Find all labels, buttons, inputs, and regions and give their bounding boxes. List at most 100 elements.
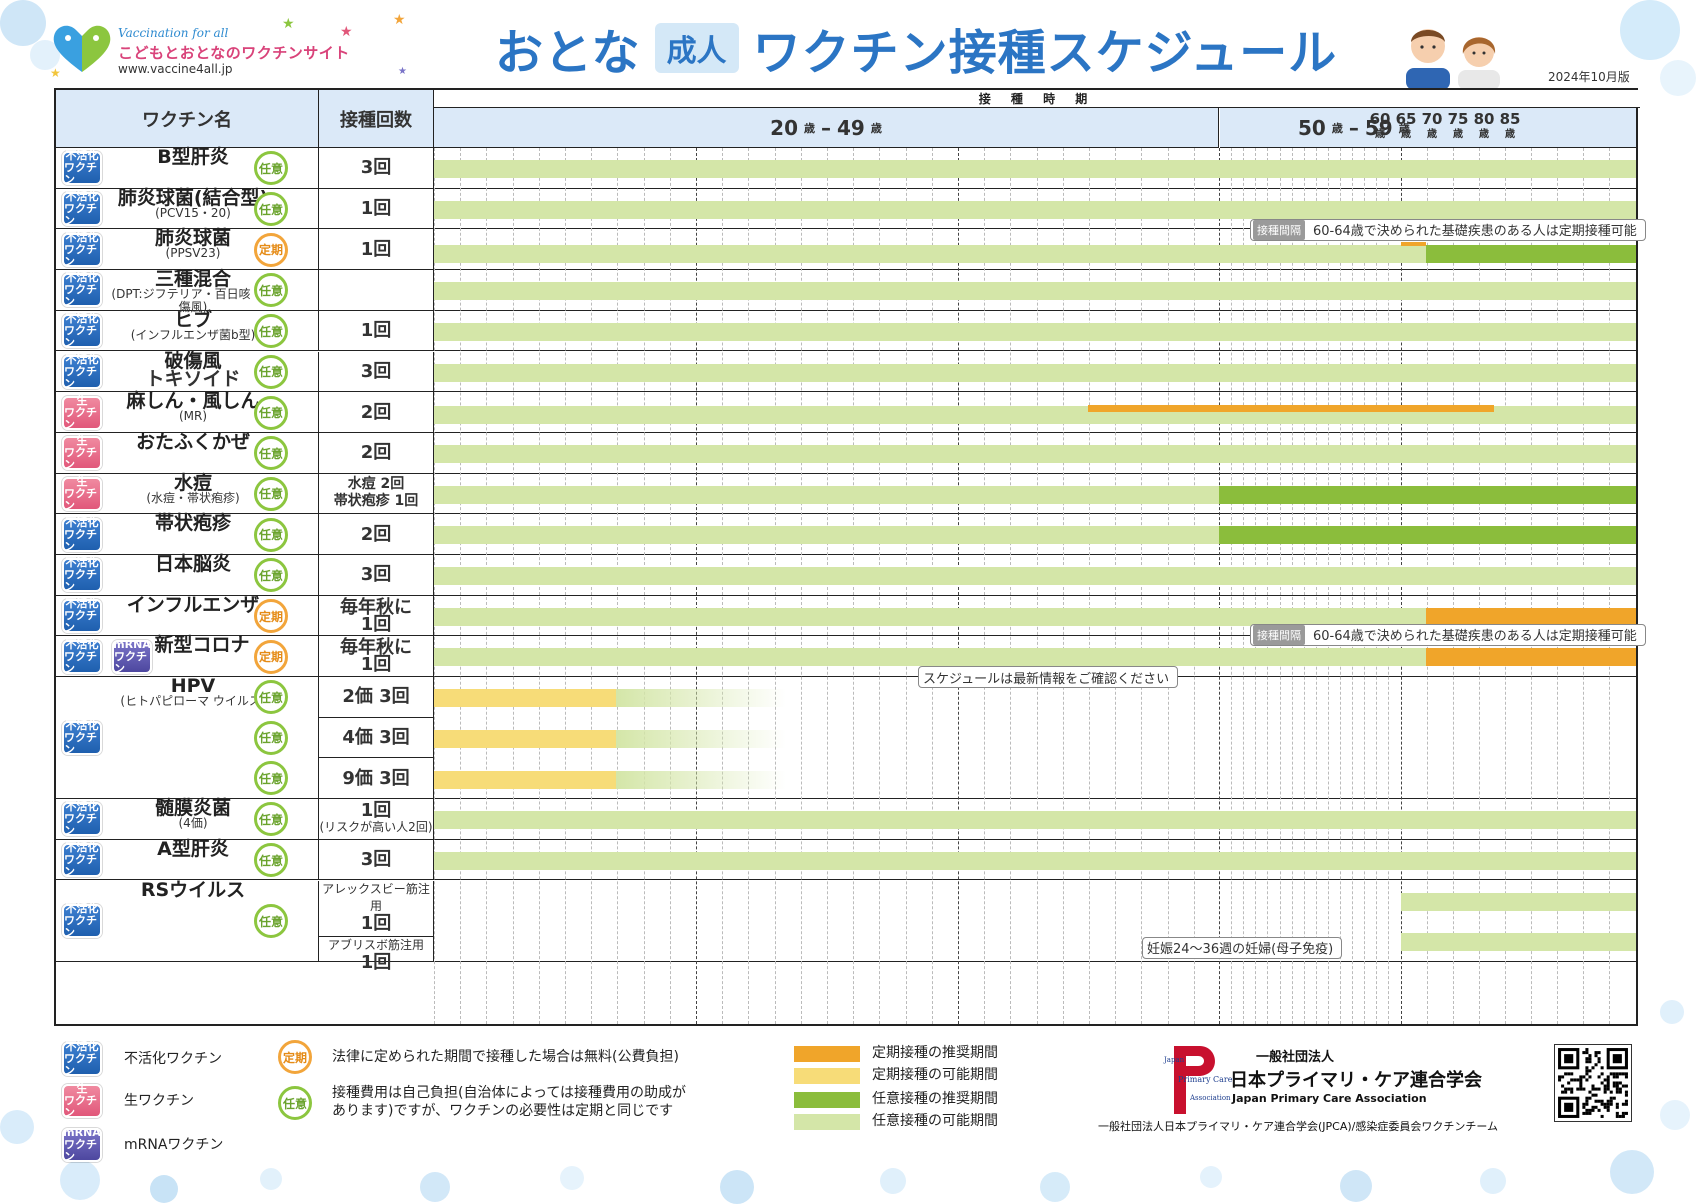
vaccine-name-cell: 不活化 ワクチン 破傷風 トキソイド 任意	[56, 349, 319, 392]
dose-count-text: 1回	[360, 320, 392, 342]
bubble-decoration	[260, 1168, 282, 1190]
optional-circle-icon: 任意	[254, 720, 288, 755]
callout-text: 60-64歳で決められた基礎疾患のある人は定期接種可能	[1313, 224, 1637, 240]
grid-line	[460, 148, 462, 1024]
live-badge-icon: 生ワクチン	[62, 394, 102, 430]
schedule-bar-optional-recommended	[1219, 526, 1636, 545]
schedule-bar-optional-possible	[434, 282, 1636, 301]
inactivated-badge-icon: 不活化 ワクチン	[62, 557, 102, 593]
vaccine-name-text: 水痘	[173, 471, 212, 494]
vaccine-name-cell: 不活化 ワクチン 肺炎球菌(結合型) (PCV15・20) 任意	[56, 186, 319, 229]
schedule-bar-optional-possible	[434, 363, 1636, 382]
grid-line	[486, 148, 488, 1024]
inactivated-badge-icon: 不活化 ワクチン	[62, 801, 102, 837]
dose-count-text: 2価 3回	[318, 677, 434, 718]
grid-line	[1141, 148, 1143, 1024]
age-tick-label: 80 歳	[1473, 110, 1495, 141]
grid-line	[774, 148, 776, 1024]
schedule-bar-optional-possible	[1401, 892, 1636, 911]
vaccine-name-sub: トキソイド	[145, 367, 241, 390]
dose-count-text: 4価 3回	[318, 718, 434, 759]
grid-line	[853, 148, 855, 1024]
grid-line	[1583, 148, 1584, 1024]
dose-count-text: 2回	[360, 523, 392, 545]
vaccine-name-text: 麻しん・風しん	[126, 390, 260, 413]
bubble-decoration	[0, 1110, 34, 1144]
vaccine-name-cell: 不活化 ワクチン mRNA ワクチン 新型コロナ 定期	[56, 636, 319, 677]
vaccine-name: 破傷風 トキソイド	[108, 349, 278, 390]
vaccine-row: 不活化 ワクチン 三種混合 (DPT:ジフテリア・百日咳・破傷風) 任意	[56, 270, 1636, 314]
bubble-decoration	[1660, 1000, 1684, 1024]
vaccine-name-cell: 不活化 ワクチン 日本脳炎 任意	[56, 555, 319, 595]
dose-count-cell: 3回	[319, 555, 434, 595]
dose-count-text: 2回	[360, 442, 392, 464]
vaccine-name: 麻しん・風しん (MR)	[108, 392, 278, 423]
schedule-bar-routine-recommended	[1088, 405, 1494, 413]
callout-tag: 接種間隔	[1253, 624, 1305, 645]
optional-circle-icon: 任意	[254, 904, 288, 938]
grid-line	[1340, 148, 1341, 1024]
dose-count-text: 3回	[360, 849, 392, 871]
vaccine-name-text: 破傷風	[164, 349, 222, 372]
vaccine-row: 不活化 ワクチン B型肝炎 任意 3回	[56, 148, 1636, 189]
dose-count-text: 毎年秋に	[340, 637, 412, 659]
bubble-decoration	[60, 1160, 100, 1200]
grid-line	[1388, 148, 1390, 1024]
vaccine-name-text: ヒブ	[173, 308, 212, 331]
optional-circle-icon: 任意	[254, 192, 288, 227]
schedule-bar-optional-possible	[434, 811, 1636, 830]
vaccine-name-sub: (インフルエンザ菌b型)	[130, 327, 256, 342]
optional-circle-icon: 任意	[254, 354, 288, 389]
bubble-decoration	[1480, 1168, 1506, 1194]
dose-count-text: 水痘 2回	[347, 476, 405, 493]
vaccine-name: 日本脳炎	[108, 555, 278, 574]
bubble-decoration	[880, 1168, 906, 1194]
vaccine-name-cell: 不活化 ワクチン ヒブ (インフルエンザ菌b型) 任意	[56, 308, 319, 351]
vaccine-row: 生ワクチン 水痘 (水痘・帯状疱疹) 任意 水痘 2回 帯状疱疹 1回	[56, 471, 1636, 515]
svg-text:Japan: Japan	[1163, 1056, 1185, 1064]
vaccine-row: 生ワクチン 麻しん・風しん (MR) 任意 2回	[56, 392, 1636, 433]
star-icon: ★	[398, 66, 407, 77]
callout-tag: 接種間隔	[1253, 219, 1305, 240]
adults-illustration-icon	[1406, 29, 1500, 90]
dose-count-text: アブリスボ筋注用	[327, 937, 424, 952]
vaccine-row: 不活化 ワクチン HPV (ヒトパピローマ ウイルス) 任意 任意 任意 2価 3回 4価 3回…	[56, 677, 1636, 800]
grid-line	[931, 148, 933, 1024]
optional-circle-icon: 任意	[254, 802, 288, 837]
schedule-bar-optional-possible	[434, 322, 1636, 341]
dose-count-cell: 2価 3回 4価 3回 9価 3回	[318, 677, 434, 799]
vaccine-name-cell: 生ワクチン 麻しん・風しん (MR) 任意	[56, 392, 319, 432]
optional-circle-icon: 任意	[254, 314, 288, 349]
legend: 不活化 ワクチン 不活化ワクチン 生ワクチン 生ワクチン mRNA ワクチン mRN…	[0, 1026, 1696, 1198]
optional-circle-icon: 任意	[254, 395, 288, 430]
dose-count-text: 3回	[360, 360, 392, 382]
legend-optional-recommended: 任意接種の推奨期間	[872, 1091, 998, 1107]
grid-line	[1303, 148, 1305, 1024]
legend-routine-recommended: 定期接種の推奨期間	[872, 1045, 998, 1061]
optional-circle-icon: 任意	[254, 273, 288, 308]
org-line3: Japan Primary Care Association	[1232, 1092, 1427, 1105]
callout-latest-info: スケジュールは最新情報をご確認ください	[918, 666, 1179, 689]
vaccine-name-text: おたふくかぜ	[135, 430, 250, 453]
live-badge-icon: 生ワクチン	[62, 435, 102, 471]
optional-circle-icon: 任意	[254, 558, 288, 593]
vaccine-name-text: 肺炎球菌	[154, 227, 231, 250]
vaccine-name-text: 肺炎球菌(結合型)	[117, 186, 269, 209]
vaccine-name: A型肝炎	[108, 839, 278, 858]
grid-line	[1010, 148, 1012, 1024]
mrna-badge-icon: mRNA ワクチン	[112, 637, 152, 675]
grid-line	[827, 148, 828, 1024]
vaccine-name-cell: 不活化 ワクチン 帯状疱疹 任意	[56, 514, 319, 554]
legend-optional-desc-1: 接種費用は自己負担(自治体によっては接種費用の助成が	[332, 1085, 687, 1101]
dose-count-text: 3回	[360, 157, 392, 179]
inactivated-badge-icon: 不活化 ワクチン	[62, 272, 102, 308]
bubble-decoration	[1040, 1172, 1070, 1202]
star-icon: ★	[282, 16, 295, 32]
optional-circle-icon: 任意	[254, 761, 288, 796]
vaccine-row: 不活化 ワクチン 日本脳炎 任意 3回	[56, 555, 1636, 596]
vaccine-name-text: B型肝炎	[157, 146, 229, 168]
dose-count-text: アレックスビー筋注用	[322, 881, 430, 913]
grid-line	[1376, 148, 1378, 1024]
vaccine-name-sub: (MR)	[178, 409, 208, 424]
qr-code-icon[interactable]	[1554, 1044, 1632, 1122]
